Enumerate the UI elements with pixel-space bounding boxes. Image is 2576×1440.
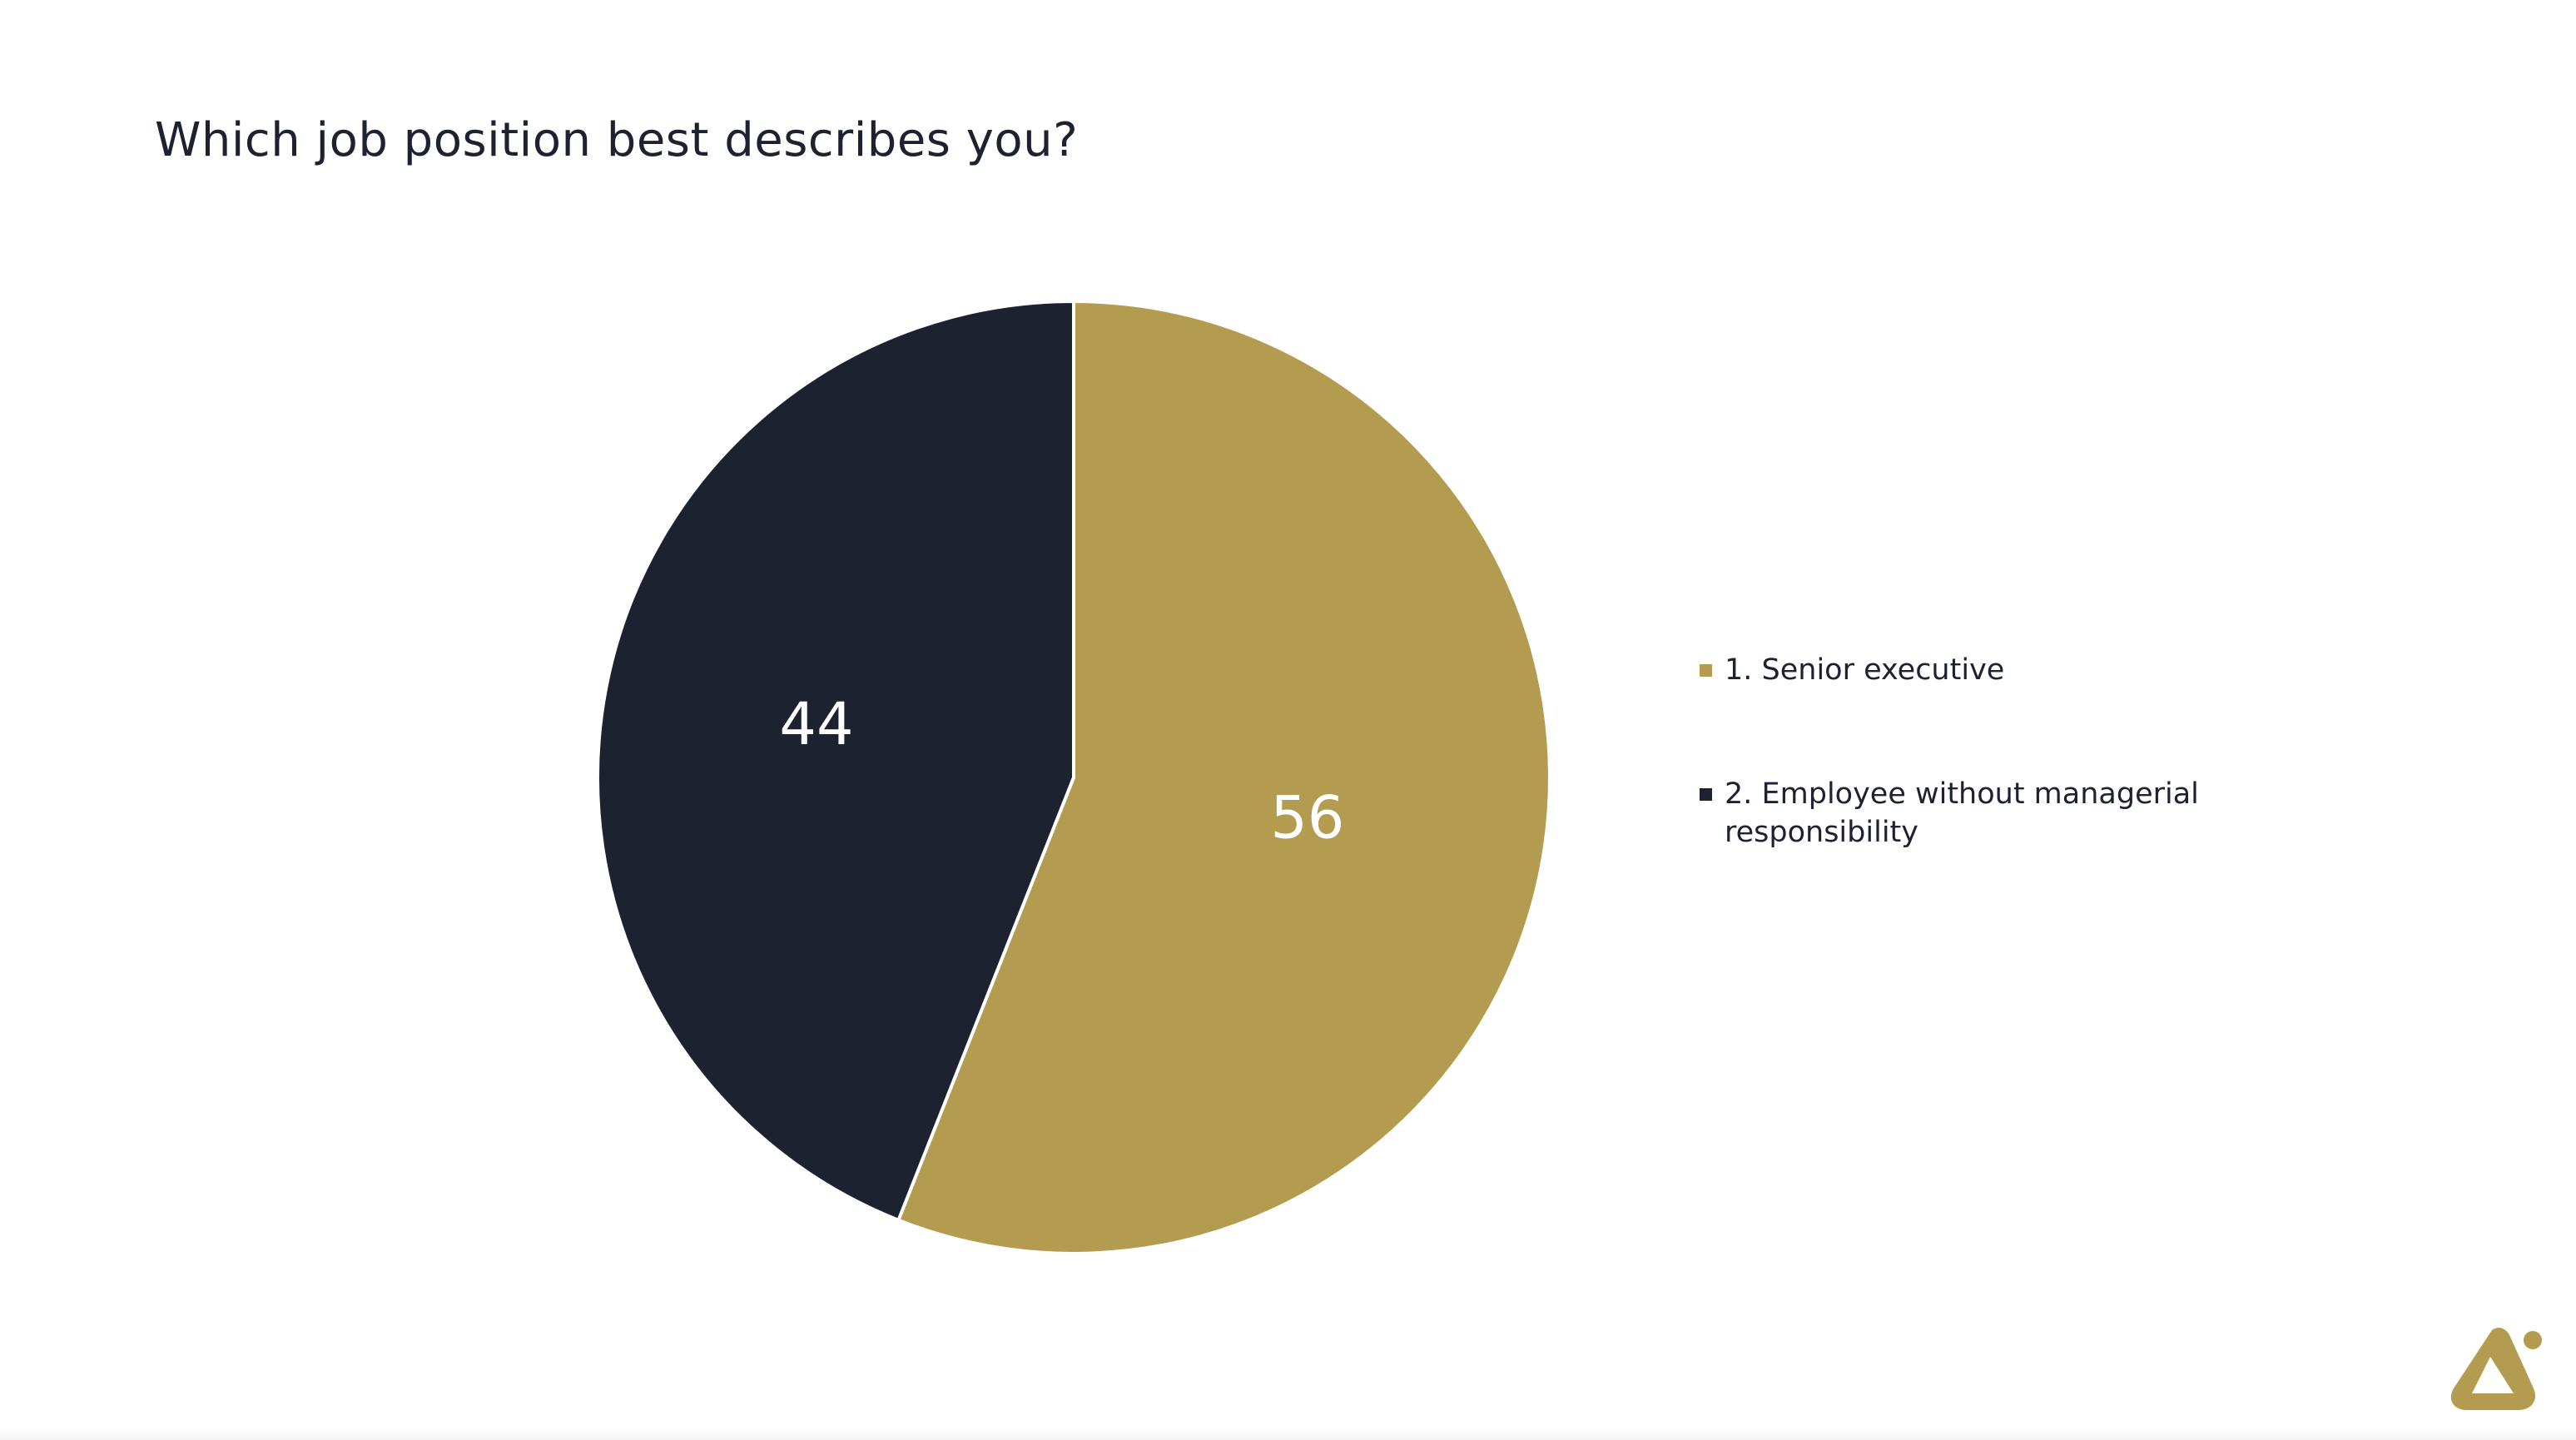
pie-data-labels: 56 44 xyxy=(779,690,1344,852)
pie-slice-employee xyxy=(596,300,1075,1222)
legend-swatch-employee xyxy=(1700,788,1712,801)
pie-slices xyxy=(596,300,1551,1255)
legend-swatch-senior-executive xyxy=(1700,664,1712,677)
legend-item-employee: 2. Employee without managerial responsib… xyxy=(1700,775,2282,852)
pie-slice-senior-executive xyxy=(896,300,1551,1255)
data-label-senior-executive: 56 xyxy=(1270,784,1344,852)
brand-logo-icon xyxy=(2450,1328,2542,1410)
chart-legend: 1. Senior executive 2. Employee without … xyxy=(1700,651,2282,852)
legend-label-employee: 2. Employee without managerial responsib… xyxy=(1725,777,2199,849)
chart-title: Which job position best describes you? xyxy=(155,113,1079,167)
legend-item-senior-executive: 1. Senior executive xyxy=(1700,651,2282,689)
legend-label-senior-executive: 1. Senior executive xyxy=(1725,653,2005,687)
footer-shade xyxy=(0,1428,2576,1440)
data-label-employee: 44 xyxy=(779,690,853,758)
